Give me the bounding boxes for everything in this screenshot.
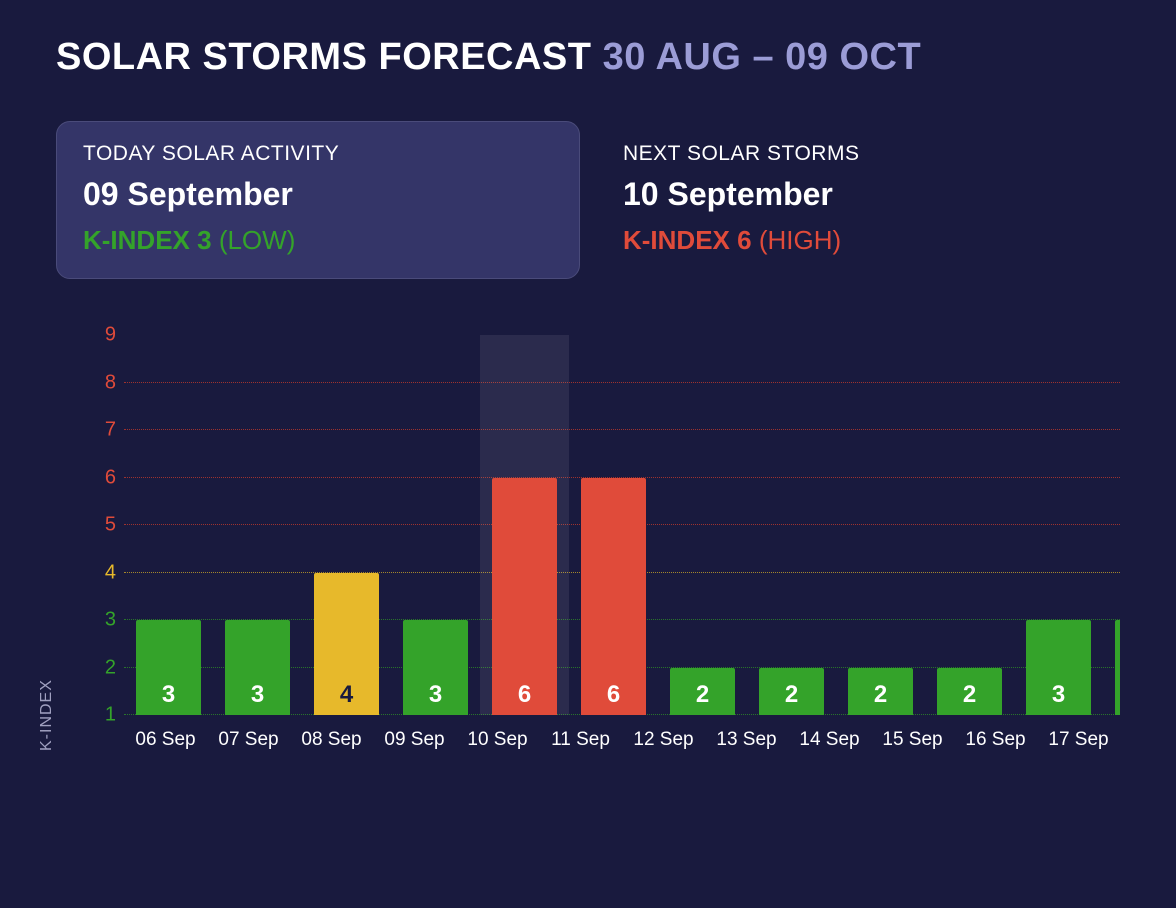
kindex-bar-chart: 987654321 334366222233 06 Sep07 Sep08 Se… (98, 335, 1120, 751)
page: SOLAR STORMS FORECAST 30 AUG – 09 OCT TO… (0, 0, 1176, 751)
y-tick: 6 (105, 466, 116, 489)
bar: 2 (937, 668, 1001, 716)
x-axis-label: 07 Sep (207, 729, 290, 751)
bar-slot[interactable]: 2 (925, 335, 1014, 715)
y-tick: 4 (105, 561, 116, 584)
x-axis-label: 12 Sep (622, 729, 705, 751)
bar-slot[interactable]: 2 (658, 335, 747, 715)
x-axis-label: 14 Sep (788, 729, 871, 751)
next-card-date: 10 September (623, 176, 1093, 213)
x-axis-label: 16 Sep (954, 729, 1037, 751)
bar-slot[interactable]: 6 (569, 335, 658, 715)
next-storm-card[interactable]: NEXT SOLAR STORMS 10 September K-INDEX 6… (596, 121, 1120, 279)
title-date-range: 30 AUG – 09 OCT (603, 36, 922, 78)
bar: 6 (492, 478, 556, 716)
y-tick: 1 (105, 704, 116, 727)
next-card-kindex: K-INDEX 6 (HIGH) (623, 225, 1093, 256)
bar: 4 (314, 573, 378, 716)
today-card-kindex: K-INDEX 3 (LOW) (83, 225, 553, 256)
bar: 3 (403, 620, 467, 715)
y-tick: 8 (105, 371, 116, 394)
page-title: SOLAR STORMS FORECAST 30 AUG – 09 OCT (56, 36, 1120, 79)
x-axis-label: 09 Sep (373, 729, 456, 751)
chart-container: K-INDEX 987654321 334366222233 06 Sep07 … (56, 335, 1120, 751)
bar: 3 (1115, 620, 1120, 715)
x-axis-labels: 06 Sep07 Sep08 Sep09 Sep10 Sep11 Sep12 S… (124, 729, 1120, 751)
next-card-label: NEXT SOLAR STORMS (623, 142, 1093, 166)
x-axis-label: 15 Sep (871, 729, 954, 751)
summary-cards: TODAY SOLAR ACTIVITY 09 September K-INDE… (56, 121, 1120, 279)
bar-slot[interactable]: 6 (480, 335, 569, 715)
bar-slot[interactable]: 3 (1014, 335, 1103, 715)
bar: 2 (759, 668, 823, 716)
x-axis-label: 10 Sep (456, 729, 539, 751)
x-axis-label: 13 Sep (705, 729, 788, 751)
bar: 3 (225, 620, 289, 715)
chart-bars: 334366222233 (124, 335, 1120, 715)
chart-plot-area: 334366222233 (124, 335, 1120, 715)
bar-slot[interactable]: 3 (124, 335, 213, 715)
x-axis-label: 11 Sep (539, 729, 622, 751)
x-axis-label: 08 Sep (290, 729, 373, 751)
next-kindex-level: (HIGH) (759, 225, 841, 255)
title-main: SOLAR STORMS FORECAST (56, 36, 592, 78)
today-kindex-level: (LOW) (219, 225, 296, 255)
today-card-label: TODAY SOLAR ACTIVITY (83, 142, 553, 166)
x-axis-label: 06 Sep (124, 729, 207, 751)
next-kindex-value: K-INDEX 6 (623, 225, 752, 255)
y-axis-title: K-INDEX (38, 679, 56, 751)
bar-slot[interactable]: 3 (391, 335, 480, 715)
y-tick: 9 (105, 324, 116, 347)
today-card-date: 09 September (83, 176, 553, 213)
y-tick: 3 (105, 609, 116, 632)
bar-slot[interactable]: 3 (213, 335, 302, 715)
bar: 3 (136, 620, 200, 715)
bar: 2 (848, 668, 912, 716)
today-kindex-value: K-INDEX 3 (83, 225, 212, 255)
today-activity-card[interactable]: TODAY SOLAR ACTIVITY 09 September K-INDE… (56, 121, 580, 279)
y-tick: 5 (105, 514, 116, 537)
bar-slot[interactable]: 3 (1103, 335, 1120, 715)
y-tick: 2 (105, 656, 116, 679)
bar: 3 (1026, 620, 1090, 715)
y-tick: 7 (105, 419, 116, 442)
bar: 2 (670, 668, 734, 716)
bar: 6 (581, 478, 645, 716)
bar-slot[interactable]: 4 (302, 335, 391, 715)
y-axis-ticks: 987654321 (98, 335, 124, 715)
bar-slot[interactable]: 2 (836, 335, 925, 715)
bar-slot[interactable]: 2 (747, 335, 836, 715)
x-axis-label: 17 Sep (1037, 729, 1120, 751)
